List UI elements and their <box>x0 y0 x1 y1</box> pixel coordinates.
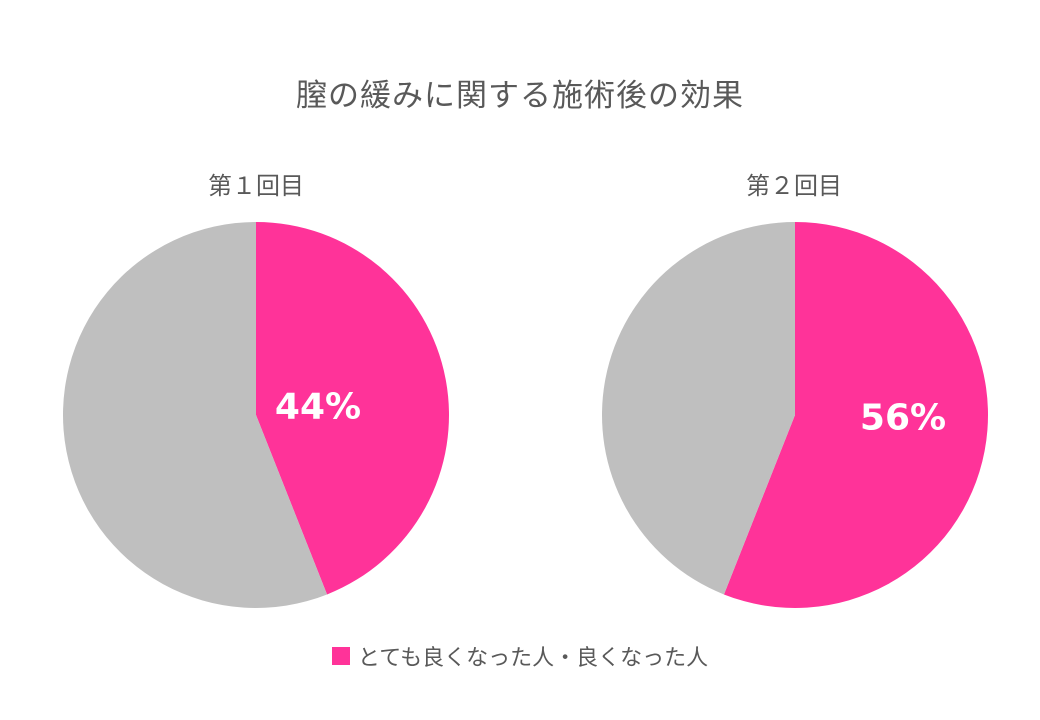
legend-swatch <box>331 647 350 665</box>
chart-title: 膣の緩みに関する施術後の効果 <box>296 78 744 114</box>
pie-1-title: 第１回目 <box>208 172 304 200</box>
pie-2-data-label: 56% <box>860 398 946 439</box>
pie-1-slice-1 <box>256 222 449 595</box>
legend: とても良くなった人・良くなった人 <box>0 640 1040 672</box>
pie-1-slice-2 <box>62 222 328 608</box>
pie-chart-1: 44% <box>62 222 449 608</box>
pie-2-slice-1 <box>723 222 988 608</box>
pie-chart-2: 56% <box>602 222 988 608</box>
pie-2-title: 第２回目 <box>746 172 842 200</box>
pie-2-slice-2 <box>602 222 795 595</box>
pie-1-data-label: 44% <box>275 387 361 428</box>
legend-label: とても良くなった人・良くなった人 <box>357 646 709 671</box>
